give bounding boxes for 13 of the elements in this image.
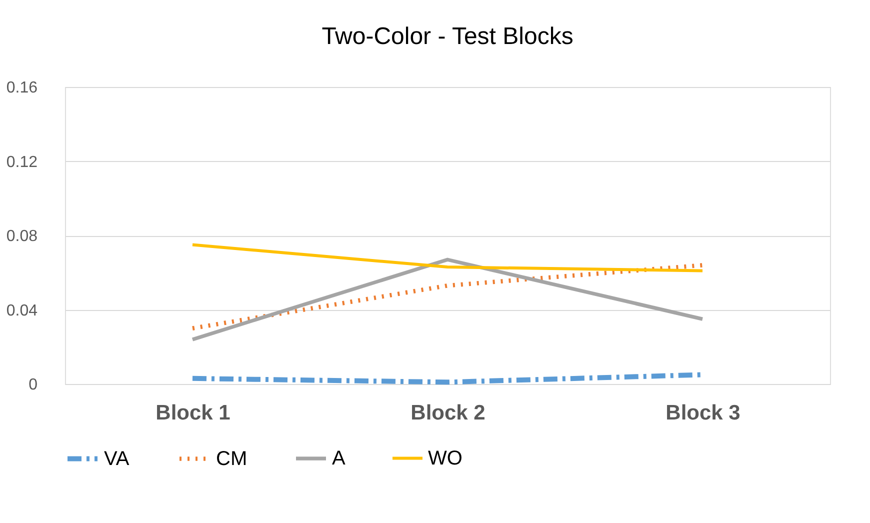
x-tick-label: Block 1 [156, 402, 231, 424]
y-tick-label: 0.08 [6, 228, 38, 245]
x-tick-label: Block 2 [410, 402, 486, 424]
legend-label: WO [428, 447, 462, 470]
legend-label: A [332, 448, 346, 470]
y-tick-label: 0.04 [6, 302, 38, 320]
y-tick-label: 0 [28, 376, 38, 394]
legend-label: CM [216, 448, 248, 470]
y-tick-label: 0.12 [6, 154, 38, 171]
legend-label: VA [104, 448, 130, 470]
x-tick-label: Block 3 [666, 402, 740, 424]
y-tick-label: 0.16 [6, 80, 38, 96]
chart-title: Two-Color - Test Blocks [322, 23, 574, 50]
